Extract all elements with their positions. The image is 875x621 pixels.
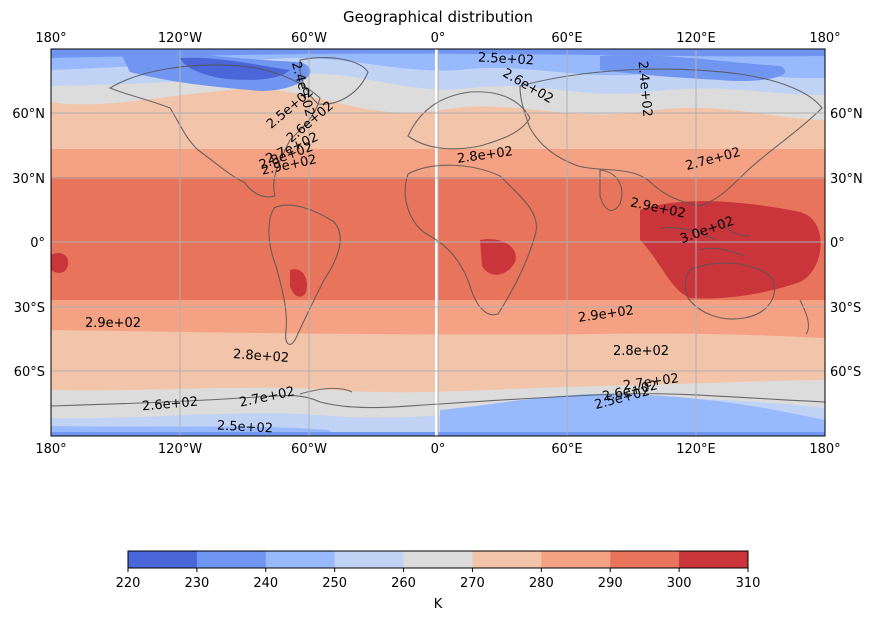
contour-label: 2.8e+02 (232, 347, 289, 366)
coastlines (51, 57, 825, 409)
colorbar-tick-label: 270 (460, 576, 485, 591)
colorbar-swatch (128, 551, 198, 568)
contour-label: 2.4e+02 (635, 60, 655, 117)
x-tick-label: 120°E (676, 442, 716, 457)
x-tick-label: 0° (431, 31, 446, 46)
colorbar-ticks: 220 230 240 250 260 270 280 290 300 310 (116, 568, 761, 591)
chart-title: Geographical distribution (343, 8, 533, 26)
colorbar-swatches (128, 551, 749, 568)
y-tick-label: 60°N (12, 107, 45, 122)
colorbar-tick-label: 220 (116, 576, 141, 591)
y-tick-label: 30°N (830, 172, 863, 187)
colorbar-tick-label: 230 (184, 576, 209, 591)
colorbar-tick-label: 280 (529, 576, 554, 591)
x-tick-label: 60°E (551, 442, 582, 457)
colorbar-swatch (265, 551, 336, 568)
colorbar-swatch (472, 551, 542, 568)
y-tick-label: 30°S (830, 301, 861, 316)
y-tick-label: 30°N (12, 172, 45, 187)
colorbar-swatch (541, 551, 611, 568)
contour-label: 2.9e+02 (85, 316, 141, 331)
y-tick-label: 60°S (830, 365, 861, 380)
colorbar-tick-label: 310 (736, 576, 761, 591)
x-tick-label: 180° (809, 442, 840, 457)
x-tick-label: 120°E (676, 31, 716, 46)
x-tick-label: 60°W (291, 31, 327, 46)
right-tick-labels: 60°N 30°N 0° 30°S 60°S (830, 107, 863, 380)
x-tick-label: 180° (35, 442, 66, 457)
x-tick-label: 120°W (158, 442, 202, 457)
colorbar-tick-label: 290 (598, 576, 623, 591)
x-tick-label: 180° (809, 31, 840, 46)
contour-label: 2.5e+02 (478, 51, 535, 69)
colorbar-swatch (196, 551, 267, 568)
colorbar-frame (127, 550, 749, 569)
y-tick-label: 60°N (830, 107, 863, 122)
y-tick-label: 0° (830, 236, 845, 251)
colorbar-tick-label: 300 (667, 576, 692, 591)
x-tick-label: 0° (431, 442, 446, 457)
contour-label: 2.6e+02 (141, 395, 198, 415)
colorbar: 220 230 240 250 260 270 280 290 300 310 K (116, 550, 761, 612)
colorbar-tick-label: 260 (391, 576, 416, 591)
x-tick-label: 60°E (551, 31, 582, 46)
colorbar-label: K (434, 597, 443, 612)
map-frame (50, 48, 826, 437)
colorbar-swatch (403, 551, 473, 568)
colorbar-tick-label: 250 (322, 576, 347, 591)
contour-label: 2.5e+02 (217, 419, 274, 437)
left-tick-labels: 60°N 30°N 0° 30°S 60°S (12, 107, 45, 380)
colorbar-swatch (334, 551, 405, 568)
x-tick-label: 60°W (291, 442, 327, 457)
colorbar-tick-label: 240 (253, 576, 278, 591)
y-tick-label: 30°S (14, 301, 45, 316)
colorbar-swatch (610, 551, 680, 568)
y-tick-label: 60°S (14, 365, 45, 380)
x-tick-label: 120°W (158, 31, 202, 46)
contour-label: 2.8e+02 (613, 344, 669, 359)
y-tick-label: 0° (30, 236, 45, 251)
bottom-tick-labels: 180° 120°W 60°W 0° 60°E 120°E 180° (35, 442, 840, 457)
colorbar-swatch (679, 551, 749, 568)
top-tick-labels: 180° 120°W 60°W 0° 60°E 120°E 180° (35, 31, 840, 46)
gridlines (51, 49, 825, 436)
x-tick-label: 180° (35, 31, 66, 46)
